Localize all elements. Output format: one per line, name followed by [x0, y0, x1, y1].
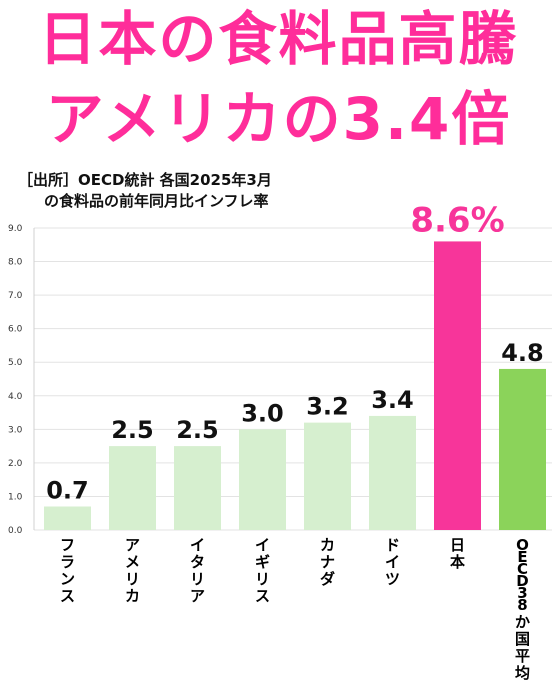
value-label: 0.7 [46, 477, 89, 505]
headline-line-1: 日本の食料品高騰 [38, 5, 519, 73]
source-note-line-2: の食料品の前年同月比インフレ率 [44, 192, 269, 210]
category-label: 日本 [450, 536, 465, 571]
bars [44, 241, 546, 530]
bar [304, 422, 351, 530]
bar [369, 415, 416, 530]
category-label: アメリカ [125, 536, 140, 605]
source-note-line-1: ［出所］OECD統計 各国2025年3月 [18, 171, 272, 189]
y-tick-label: 7.0 [8, 291, 23, 301]
value-label: 2.5 [111, 416, 154, 444]
value-label: 3.2 [306, 393, 349, 421]
bar [239, 429, 286, 530]
value-label: 2.5 [176, 416, 219, 444]
category-label: フランス [60, 536, 75, 605]
value-label: 3.0 [241, 399, 284, 427]
value-label: 8.6% [410, 200, 504, 240]
y-tick-label: 6.0 [8, 325, 23, 335]
category-label: イギリス [255, 536, 270, 605]
category-label: O E C D 3 8 か国平均 [515, 536, 530, 680]
y-tick-label: 5.0 [8, 358, 23, 368]
bar [174, 446, 221, 530]
bar [44, 506, 91, 530]
category-labels: フランス アメリカ イタリア イギリス カナダ ドイツ 日本 O E C D 3 8 か国平均 [60, 536, 530, 680]
value-labels: 0.7 2.5 2.5 3.0 3.2 3.4 8.6% 4.8 [46, 200, 544, 504]
y-tick-label: 9.0 [8, 224, 23, 234]
category-label: イタリア [190, 536, 205, 605]
y-tick-label: 2.0 [8, 459, 23, 469]
y-tick-label: 4.0 [8, 392, 23, 402]
y-tick-label: 3.0 [8, 425, 23, 435]
y-axis-ticks: 0.0 1.0 2.0 3.0 4.0 5.0 6.0 7.0 8.0 9.0 [8, 224, 23, 536]
bar [499, 368, 546, 530]
category-label: カナダ [320, 536, 335, 588]
y-tick-label: 8.0 [8, 258, 23, 268]
headline-line-2: アメリカの3.4倍 [45, 85, 512, 153]
bar [109, 446, 156, 530]
bar [434, 241, 481, 530]
value-label: 4.8 [501, 339, 544, 367]
value-label: 3.4 [371, 386, 414, 414]
category-label: ドイツ [385, 536, 400, 588]
y-tick-label: 1.0 [8, 492, 23, 502]
y-tick-label: 0.0 [8, 526, 23, 536]
